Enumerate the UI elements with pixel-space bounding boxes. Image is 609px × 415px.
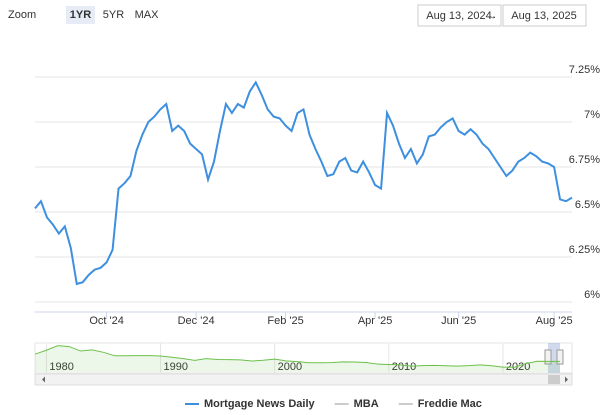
scroll-left[interactable]: [42, 376, 45, 383]
navigator-handle[interactable]: [544, 349, 552, 365]
navigator-line: [34, 345, 560, 368]
y-tick-label: 6.25%: [569, 244, 600, 256]
x-tick-label: Apr '25: [358, 315, 393, 327]
navigator: [34, 342, 573, 374]
zoom-button-bg[interactable]: [66, 6, 95, 24]
zoom-label: Zoom: [8, 9, 36, 21]
legend-label[interactable]: Freddie Mac: [418, 398, 482, 410]
legend-label[interactable]: Mortgage News Daily: [204, 398, 316, 410]
x-tick-label: Oct '24: [89, 315, 124, 327]
zoom-button[interactable]: 1YR: [70, 9, 91, 21]
x-tick-label: Feb '25: [267, 315, 303, 327]
x-tick-label: Dec '24: [178, 315, 215, 327]
range-separator: →: [487, 10, 498, 22]
scrollbar-thumb[interactable]: [548, 375, 560, 384]
navigator-tick-label: 2000: [278, 361, 302, 373]
navigator-tick-label: 1990: [164, 361, 188, 373]
navigator-tick-label: 1980: [49, 361, 73, 373]
zoom-button[interactable]: 5YR: [103, 9, 124, 21]
y-tick-label: 6%: [584, 289, 600, 301]
legend-label[interactable]: MBA: [354, 398, 379, 410]
y-tick-label: 7%: [584, 109, 600, 121]
scroll-right[interactable]: [565, 376, 568, 383]
y-tick-label: 6.5%: [575, 199, 600, 211]
x-tick-label: Aug '25: [536, 315, 573, 327]
y-tick-label: 7.25%: [569, 64, 600, 76]
y-tick-label: 6.75%: [569, 154, 600, 166]
navigator-tick-label: 2010: [392, 361, 416, 373]
scrollbar[interactable]: [34, 373, 573, 386]
data-line: [34, 80, 573, 286]
range-from-input[interactable]: [417, 4, 502, 27]
range-to-input[interactable]: [502, 4, 587, 27]
range-to[interactable]: Aug 13, 2025: [511, 10, 576, 22]
navigator-area: [35, 345, 560, 372]
navigator-handle[interactable]: [556, 349, 564, 365]
range-from[interactable]: Aug 13, 2024: [426, 10, 491, 22]
x-tick-label: Jun '25: [441, 315, 476, 327]
zoom-button[interactable]: MAX: [135, 9, 160, 21]
